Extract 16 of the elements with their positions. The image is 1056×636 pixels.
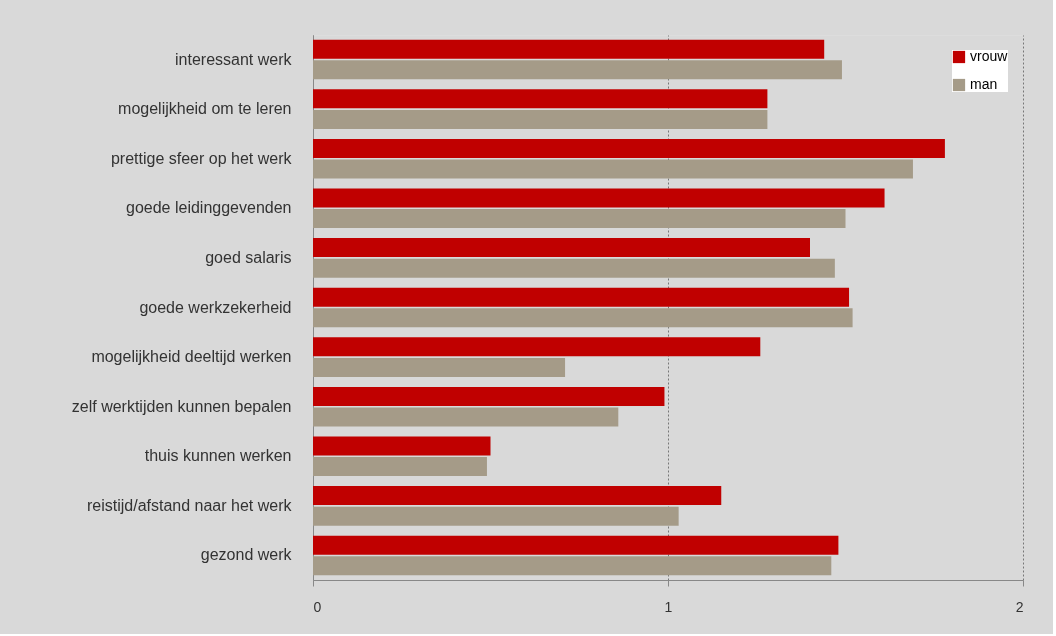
legend-label: vrouw — [970, 48, 1009, 64]
y-tick-label: goede werkzekerheid — [139, 298, 292, 316]
y-tick-label: interessant werk — [175, 50, 293, 68]
y-tick-label: mogelijkheid om te leren — [118, 100, 292, 118]
x-tick-label: 0 — [313, 598, 322, 615]
y-tick-label: reistijd/afstand naar het werk — [86, 496, 293, 514]
y-tick-label: goed salaris — [205, 248, 292, 266]
x-tick-label: 1 — [664, 598, 673, 615]
y-tick-label: mogelijkheid deeltijd werken — [91, 348, 292, 366]
y-tick-label: gezond werk — [200, 546, 293, 564]
legend-label: man — [970, 76, 998, 92]
y-tick-label: goede leidinggevenden — [126, 199, 292, 217]
y-tick-label: zelf werktijden kunnen bepalen — [71, 397, 292, 415]
y-tick-label: thuis kunnen werken — [144, 447, 292, 465]
y-tick-label: prettige sfeer op het werk — [110, 149, 293, 167]
x-tick-label: 2 — [1015, 598, 1024, 615]
